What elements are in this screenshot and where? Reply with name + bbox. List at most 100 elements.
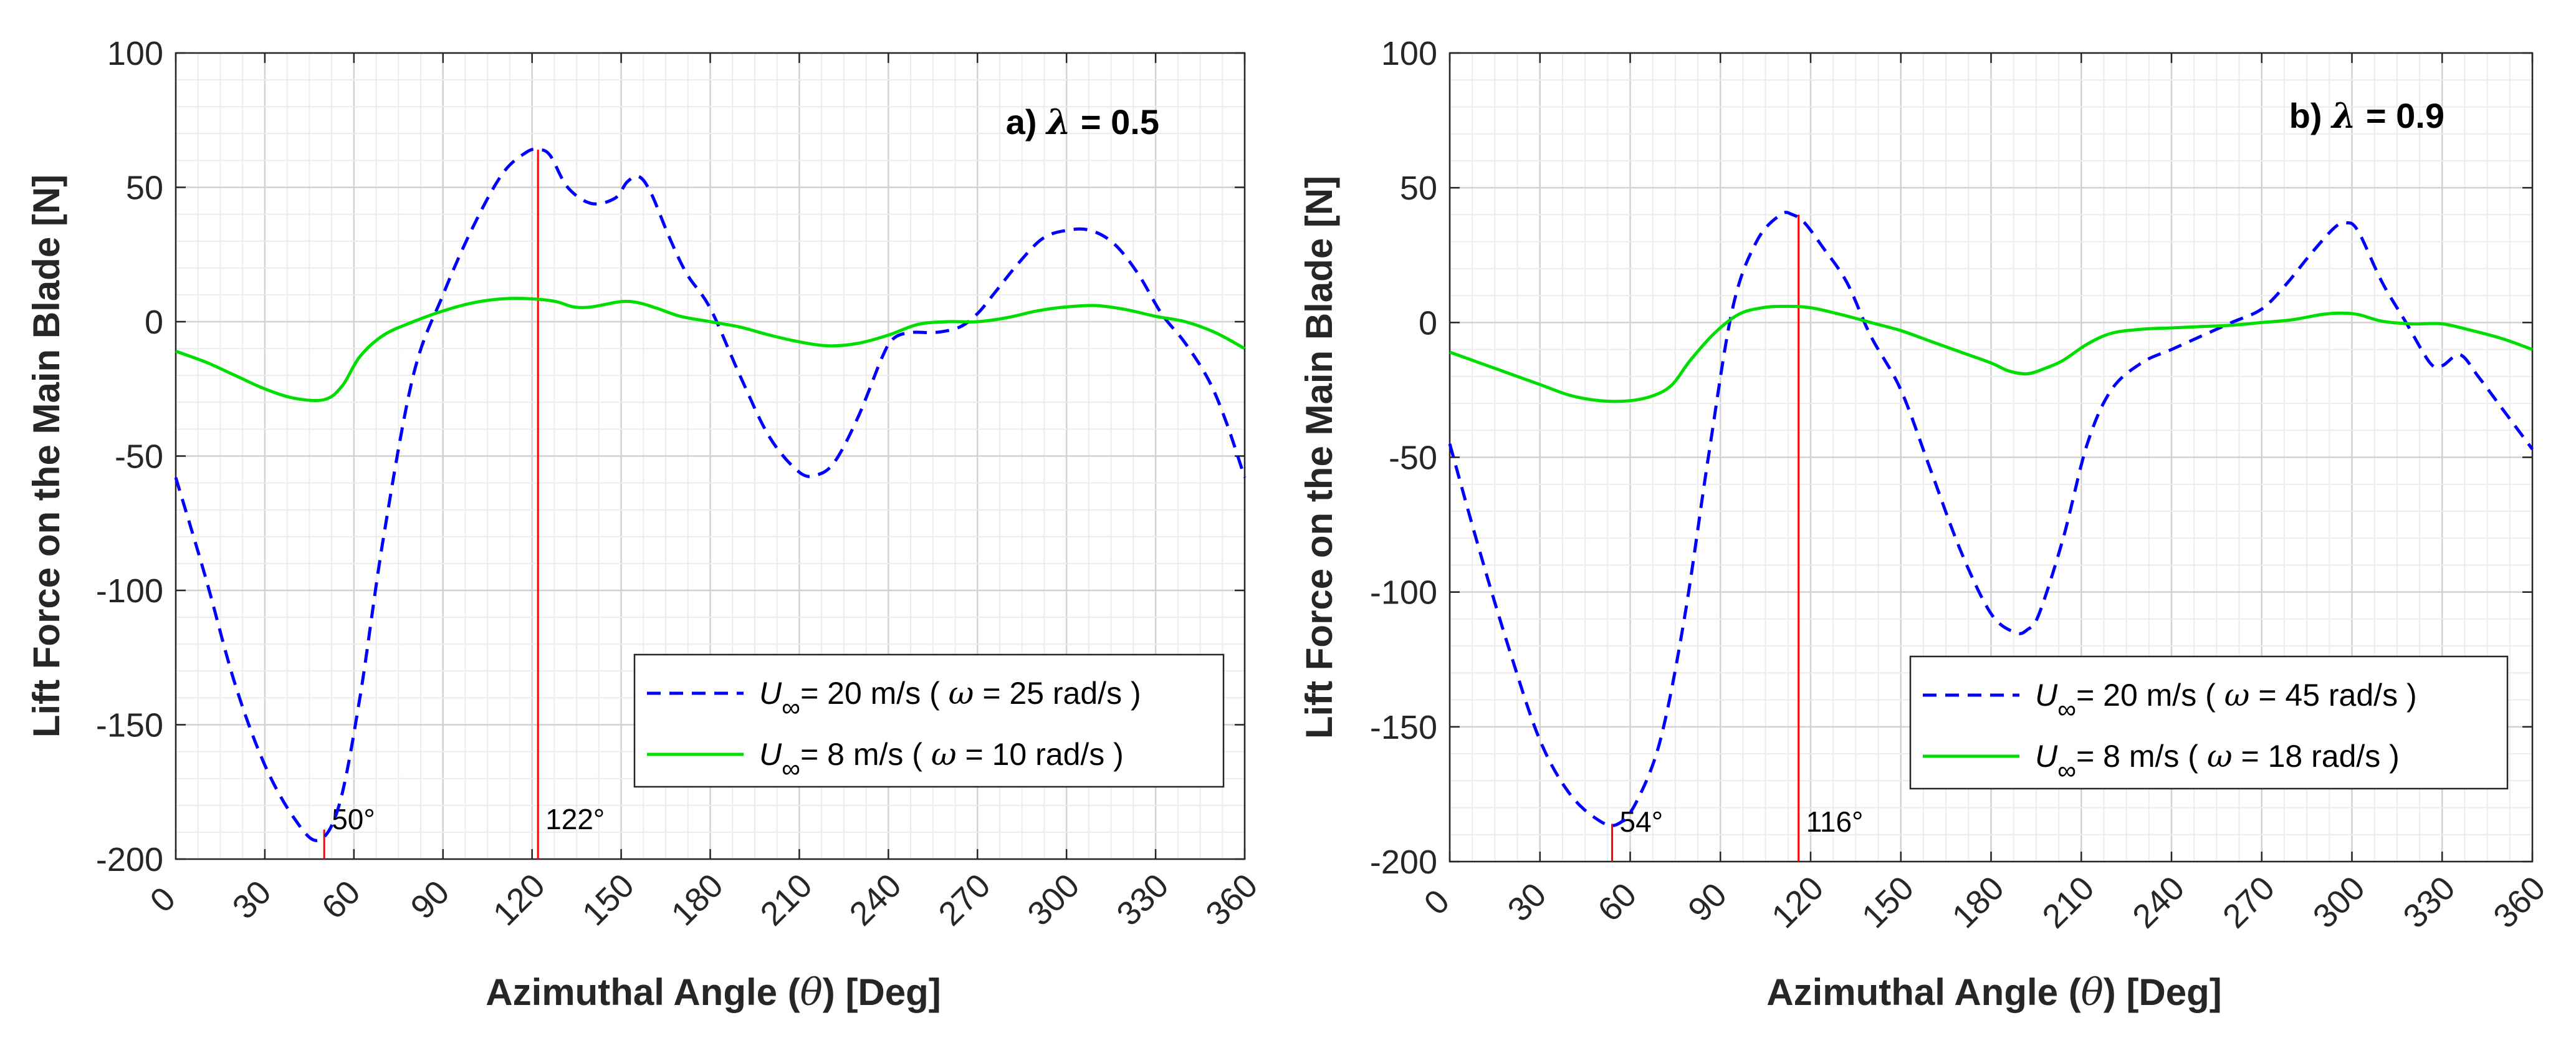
x-axis-label: Azimuthal Angle (θ) [Deg] (486, 971, 941, 1014)
lambda-value: = 0.5 (1071, 102, 1159, 142)
angle-marker-label: 54° (1620, 805, 1664, 838)
x-tick-label: 300 (1020, 867, 1086, 933)
x-tick-label: 30 (226, 873, 279, 926)
panel-b-legend: U∞= 20 m/s ( ω = 45 rad/s )U∞= 8 m/s ( ω… (1909, 655, 2509, 790)
lambda-value: = 0.9 (2356, 96, 2444, 135)
legend-rate: = 25 rad/s ) (974, 676, 1141, 711)
panel-title: b) λ = 0.9 (2289, 95, 2444, 137)
legend-entry: U∞= 20 m/s ( ω = 45 rad/s ) (2035, 677, 2417, 724)
y-tick-label: -200 (1370, 844, 1437, 881)
x-tick-label: 60 (315, 873, 368, 926)
legend-infinity: ∞ (2057, 695, 2076, 724)
legend-infinity: ∞ (782, 754, 800, 783)
legend-paren: ( (912, 737, 931, 772)
y-tick-label: 50 (126, 170, 163, 207)
panel-title: a) λ = 0.5 (1006, 102, 1159, 143)
legend-u: U (759, 737, 782, 772)
x-tick-label: 120 (486, 867, 552, 933)
series-line-20ms (1448, 211, 2534, 827)
legend-box (633, 653, 1225, 788)
legend-paren: ( (2188, 739, 2207, 774)
x-tick-label: 90 (404, 873, 457, 926)
y-tick-label: 50 (1400, 170, 1437, 207)
x-tick-label: 90 (1681, 876, 1734, 929)
x-tick-label: 330 (2396, 869, 2462, 935)
legend-entry: U∞= 8 m/s ( ω = 18 rad/s ) (2035, 738, 2400, 785)
x-tick-label: 0 (143, 880, 183, 920)
y-tick-label: -50 (1389, 440, 1437, 477)
series-line-8ms (175, 297, 1246, 402)
legend-box (1909, 655, 2509, 790)
x-tick-label: 120 (1764, 869, 1831, 935)
legend-rate: = 18 rad/s ) (2233, 739, 2400, 774)
panel-label: a) (1006, 102, 1046, 142)
x-tick-label: 150 (575, 867, 641, 933)
legend-u: U (2035, 739, 2058, 774)
y-tick-label: -50 (115, 438, 163, 476)
y-axis-label: Lift Force on the Main Blade [N] (1298, 176, 1340, 739)
x-tick-label: 270 (2216, 869, 2282, 935)
y-tick-label: -100 (96, 572, 163, 610)
x-tick-label: 210 (754, 867, 820, 933)
legend-u: U (759, 676, 782, 711)
x-tick-label: 270 (931, 867, 997, 933)
series-line-8ms (1449, 304, 2533, 403)
series-line-20ms (174, 147, 1247, 842)
y-tick-label: -200 (96, 841, 163, 878)
lambda-symbol: λ (2330, 95, 2356, 137)
y-tick-label: 100 (107, 35, 163, 72)
x-tick-label: 150 (1855, 869, 1921, 935)
legend-rate: = 45 rad/s ) (2249, 678, 2416, 713)
legend-speed: = 20 m/s (800, 676, 929, 711)
angle-marker-label: 122° (545, 803, 605, 835)
angle-marker-label: 116° (1806, 805, 1864, 838)
x-tick-label: 0 (1417, 882, 1457, 922)
y-tick-label: -150 (1370, 709, 1437, 746)
x-axis-label-unit: ) [Deg] (2104, 971, 2222, 1013)
x-tick-label: 180 (664, 867, 730, 933)
omega-symbol: ω (2224, 677, 2250, 713)
y-tick-label: 100 (1381, 35, 1437, 72)
panel-a: 0 30 60 90 120 150 180 210 240 270 300 330 360 -200 -1… (26, 35, 1265, 1014)
x-axis-label-unit: ) [Deg] (823, 971, 941, 1013)
x-tick-label: 30 (1501, 876, 1554, 929)
panel-a-legend: U∞= 20 m/s ( ω = 25 rad/s )U∞= 8 m/s ( ω… (633, 653, 1225, 788)
omega-symbol: ω (949, 675, 974, 711)
x-tick-label: 240 (2125, 869, 2191, 935)
legend-speed: = 20 m/s (2076, 678, 2205, 713)
y-tick-label: -150 (96, 707, 163, 744)
theta-symbol: θ (800, 971, 823, 1014)
x-tick-label: 360 (2486, 869, 2552, 935)
legend-infinity: ∞ (2057, 756, 2076, 785)
x-tick-label: 240 (843, 867, 909, 933)
legend-u: U (2035, 678, 2058, 713)
legend-infinity: ∞ (782, 693, 800, 722)
y-tick-label: -100 (1370, 574, 1437, 612)
x-tick-label: 60 (1591, 876, 1644, 929)
legend-speed: = 8 m/s (800, 737, 912, 772)
legend-entry: U∞= 20 m/s ( ω = 25 rad/s ) (759, 675, 1141, 722)
x-axis-label: Azimuthal Angle (θ) [Deg] (1766, 971, 2222, 1014)
panel-b: 0 30 60 90 120 150 180 210 240 270 300 330 360 -200 -1… (1298, 35, 2552, 1014)
x-tick-label: 330 (1109, 867, 1175, 933)
lambda-symbol: λ (1045, 102, 1071, 143)
panel-label: b) (2289, 96, 2332, 135)
legend-entry: U∞= 8 m/s ( ω = 10 rad/s ) (759, 736, 1124, 783)
x-tick-label: 300 (2306, 869, 2372, 935)
legend-rate: = 10 rad/s ) (957, 737, 1124, 772)
legend-speed: = 8 m/s (2076, 739, 2188, 774)
y-axis-label: Lift Force on the Main Blade [N] (26, 175, 67, 738)
omega-symbol: ω (2207, 738, 2233, 774)
omega-symbol: ω (931, 736, 957, 772)
theta-symbol: θ (2081, 971, 2104, 1014)
x-tick-label: 180 (1945, 869, 2011, 935)
y-tick-label: 0 (1419, 304, 1437, 342)
legend-paren: ( (2205, 678, 2224, 713)
y-tick-label: 0 (145, 304, 163, 341)
x-tick-label: 360 (1199, 867, 1265, 933)
legend-paren: ( (929, 676, 949, 711)
x-axis-label-text: Azimuthal Angle ( (486, 971, 800, 1013)
x-tick-label: 210 (2035, 869, 2101, 935)
x-axis-label-text: Azimuthal Angle ( (1766, 971, 2080, 1013)
